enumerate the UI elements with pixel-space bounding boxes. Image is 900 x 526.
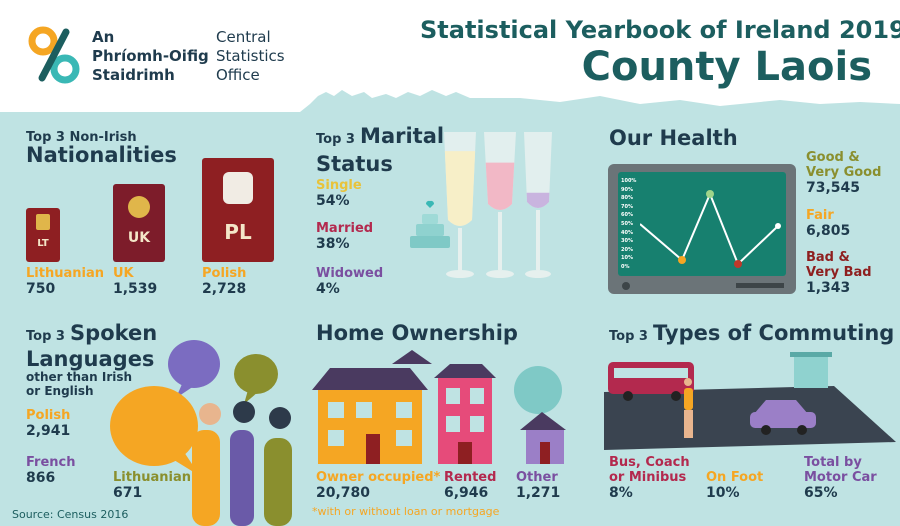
cso-logo-icon xyxy=(28,26,80,84)
language-polish: Polish 2,941 xyxy=(26,408,71,439)
health-tick-label: 70% xyxy=(621,203,633,210)
home-heading: Home Ownership xyxy=(316,321,518,345)
health-tick-label: 20% xyxy=(621,246,633,253)
commuting-heading: Top 3 Types of Commuting xyxy=(609,321,895,345)
marital-single: Single 54% xyxy=(316,178,362,209)
health-tick-label: 10% xyxy=(621,255,633,262)
monitor-button-icon xyxy=(622,282,630,290)
health-tick-label: 40% xyxy=(621,229,633,236)
health-heading: Our Health xyxy=(609,126,738,150)
marital-married: Married 38% xyxy=(316,221,374,252)
health-good: Good & Very Good 73,545 xyxy=(806,150,882,196)
home-rented: Rented 6,946 xyxy=(444,470,497,501)
home-other: Other 1,271 xyxy=(516,470,561,501)
road-vehicles-icon xyxy=(604,352,896,450)
yearbook-title: Statistical Yearbook of Ireland 2019 xyxy=(420,16,900,44)
home-owner-occupied: Owner occupied* 20,780 xyxy=(316,470,441,501)
county-title: County Laois xyxy=(581,44,872,90)
people-speech-bubbles-icon xyxy=(110,340,292,526)
health-tick-label: 30% xyxy=(621,238,633,245)
health-tick-label: 0% xyxy=(621,264,630,270)
health-tick-label: 50% xyxy=(621,221,633,227)
header-band xyxy=(0,0,900,112)
health-axis-ticks: 100% 90% 80% 70% 60% 50% 40% 30% 20% 10% 0% xyxy=(621,178,641,272)
health-monitor-screen xyxy=(618,172,786,276)
marital-glass-fill xyxy=(485,162,515,210)
champagne-glasses-icon xyxy=(410,132,552,278)
marital-heading: Top 3 Marital Status xyxy=(316,124,445,176)
marital-widowed: Widowed 4% xyxy=(316,266,384,297)
commute-bus: Bus, Coach or Minibus 8% xyxy=(609,455,690,501)
health-line-chart xyxy=(640,190,781,268)
languages-heading: Top 3 Spoken Languages other than Irish … xyxy=(26,321,158,398)
language-lithuanian: Lithuanian 671 xyxy=(113,470,191,501)
uk-passport-icon: UK xyxy=(113,184,165,262)
nationality-lithuanian: Lithuanian 750 xyxy=(26,266,104,297)
home-footnote: *with or without loan or mortgage xyxy=(312,505,500,518)
nationality-polish: Polish 2,728 xyxy=(202,266,247,297)
source-note: Source: Census 2016 xyxy=(12,508,129,521)
monitor-slot-icon xyxy=(736,283,784,288)
logo-english-name: Central Statistics Office xyxy=(216,28,285,84)
health-tick-label: 90% xyxy=(621,186,633,193)
commute-car: Total by Motor Car 65% xyxy=(804,455,877,501)
skyline-divider xyxy=(0,90,900,118)
marital-glass-fill xyxy=(444,151,476,226)
health-tick-label: 60% xyxy=(621,212,633,219)
language-french: French 866 xyxy=(26,455,76,486)
nationality-uk: UK 1,539 xyxy=(113,266,158,297)
nationalities-heading: Top 3 Non-Irish Nationalities xyxy=(26,130,177,167)
commute-foot: On Foot 10% xyxy=(706,470,764,501)
health-bad: Bad & Very Bad 1,343 xyxy=(806,250,872,296)
lithuanian-passport-icon: LT xyxy=(26,208,60,262)
marital-glass-fill xyxy=(526,192,550,208)
health-fair: Fair 6,805 xyxy=(806,208,851,239)
health-tick-label: 80% xyxy=(621,195,633,202)
health-tick-label: 100% xyxy=(621,178,637,184)
houses-icon xyxy=(312,350,566,464)
logo-irish-name: An Phríomh-Oifig Staidrimh xyxy=(92,28,209,84)
polish-passport-icon: PL xyxy=(202,158,274,262)
